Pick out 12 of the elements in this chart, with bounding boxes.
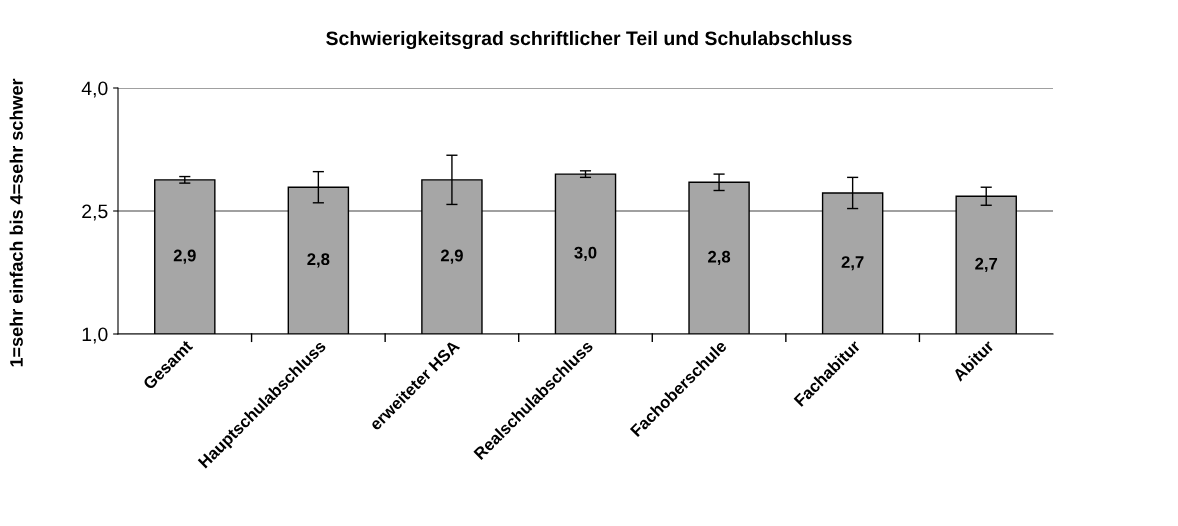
data-label: 2,8	[307, 253, 330, 268]
data-label: 2,7	[841, 256, 864, 271]
y-tick-label: 2,5	[82, 204, 108, 221]
y-tick-label: 1,0	[82, 327, 108, 344]
data-label: 2,9	[440, 249, 463, 264]
data-label: 2,7	[975, 257, 998, 273]
data-label: 2,8	[708, 250, 731, 266]
chart-title: Schwierigkeitsgrad schriftlicher Teil und Schulabschluss	[326, 30, 852, 50]
y-tick-label: 4,0	[81, 81, 108, 98]
data-label: 2,9	[173, 249, 196, 264]
y-axis-title: 1=sehr einfach bis 4=sehr schwer	[9, 78, 23, 367]
data-label: 3,0	[574, 246, 597, 261]
